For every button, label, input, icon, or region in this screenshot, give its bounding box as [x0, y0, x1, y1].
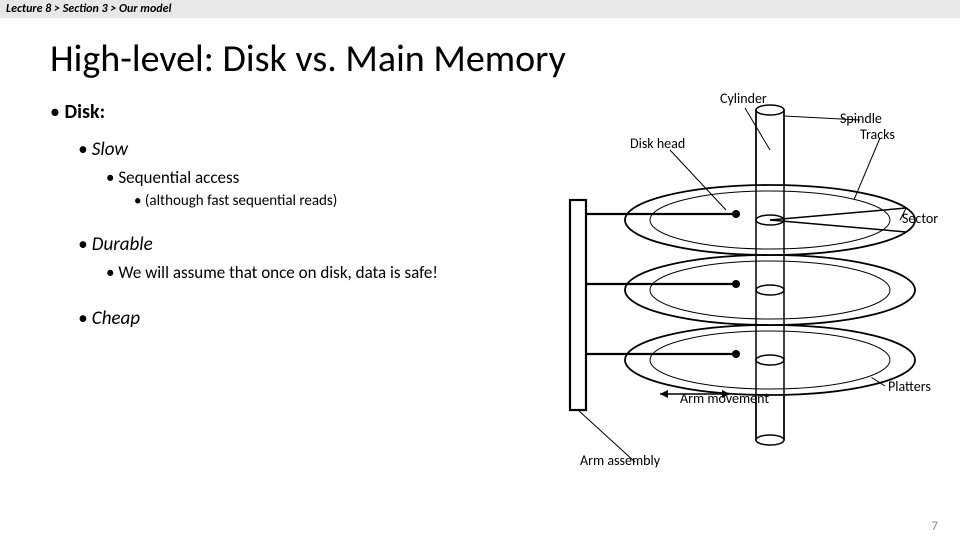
bullet-durable: Durable — [78, 233, 530, 256]
breadcrumb: Lecture 8 > Section 3 > Our model — [0, 0, 960, 18]
content-area: Disk: Slow Sequential access (although f… — [0, 100, 960, 520]
label-cylinder: Cylinder — [720, 90, 767, 107]
bullet-disk-text: Disk: — [64, 100, 105, 124]
label-sector: Sector — [902, 210, 938, 227]
bullet-durable-note: We will assume that once on disk, data i… — [106, 262, 530, 283]
bullet-although: (although fast sequential reads) — [134, 192, 530, 210]
label-platters: Platters — [888, 378, 931, 395]
label-arm-assembly: Arm assembly — [580, 452, 660, 469]
label-spindle: Spindle — [840, 110, 882, 127]
page-number: 7 — [931, 519, 938, 534]
label-arm-movement: Arm movement — [680, 390, 769, 407]
disk-svg — [540, 90, 940, 480]
disk-diagram: Cylinder Disk head Spindle Tracks Sector… — [540, 90, 940, 480]
label-disk-head: Disk head — [630, 135, 685, 152]
bullet-sequential: Sequential access — [106, 167, 530, 188]
page-title: High-level: Disk vs. Main Memory — [50, 36, 960, 82]
bullet-slow: Slow — [78, 138, 530, 161]
label-tracks: Tracks — [860, 126, 895, 143]
bullet-list: Disk: Slow Sequential access (although f… — [50, 100, 530, 336]
bullet-cheap: Cheap — [78, 307, 530, 330]
bullet-disk: Disk: — [50, 100, 530, 124]
